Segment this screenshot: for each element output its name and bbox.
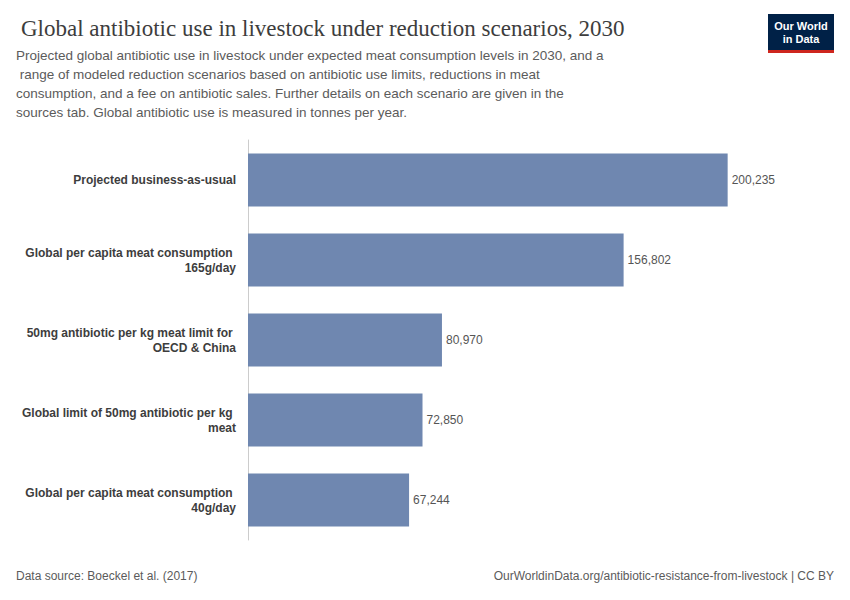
svg-text:156,802: 156,802: [628, 253, 672, 267]
svg-text:meat: meat: [208, 421, 236, 435]
svg-text:Global limit of 50mg antibioti: Global limit of 50mg antibiotic per kg: [22, 406, 236, 420]
svg-text:Global per capita meat consump: Global per capita meat consumption: [25, 246, 236, 260]
svg-text:Data source: Boeckel et al. (2: Data source: Boeckel et al. (2017): [16, 569, 197, 583]
svg-text:40g/day: 40g/day: [191, 501, 236, 515]
svg-text:Our World: Our World: [774, 20, 828, 32]
svg-text:50mg antibiotic per kg meat li: 50mg antibiotic per kg meat limit for: [27, 326, 236, 340]
svg-text:sources tab. Global antibiotic: sources tab. Global antibiotic use is me…: [16, 105, 407, 120]
svg-text:Global per capita meat consump: Global per capita meat consumption: [25, 486, 236, 500]
svg-text:72,850: 72,850: [427, 413, 464, 427]
svg-text:67,244: 67,244: [413, 493, 450, 507]
svg-text:OurWorldinData.org/antibiotic-: OurWorldinData.org/antibiotic-resistance…: [494, 569, 834, 583]
svg-text:OECD & China: OECD & China: [153, 341, 237, 355]
svg-text:80,970: 80,970: [446, 333, 483, 347]
svg-text:Global antibiotic use in lives: Global antibiotic use in livestock under…: [21, 16, 625, 41]
svg-text:Projected business-as-usual: Projected business-as-usual: [73, 173, 236, 187]
svg-text:in Data: in Data: [783, 33, 821, 45]
svg-text:165g/day: 165g/day: [185, 261, 237, 275]
svg-text:Projected global antibiotic us: Projected global antibiotic use in lives…: [16, 48, 604, 63]
svg-text:200,235: 200,235: [732, 173, 776, 187]
svg-text:range of modeled reduction sce: range of modeled reduction scenarios bas…: [16, 67, 544, 82]
svg-text:consumption, and a fee on anti: consumption, and a fee on antibiotic sal…: [16, 86, 568, 101]
